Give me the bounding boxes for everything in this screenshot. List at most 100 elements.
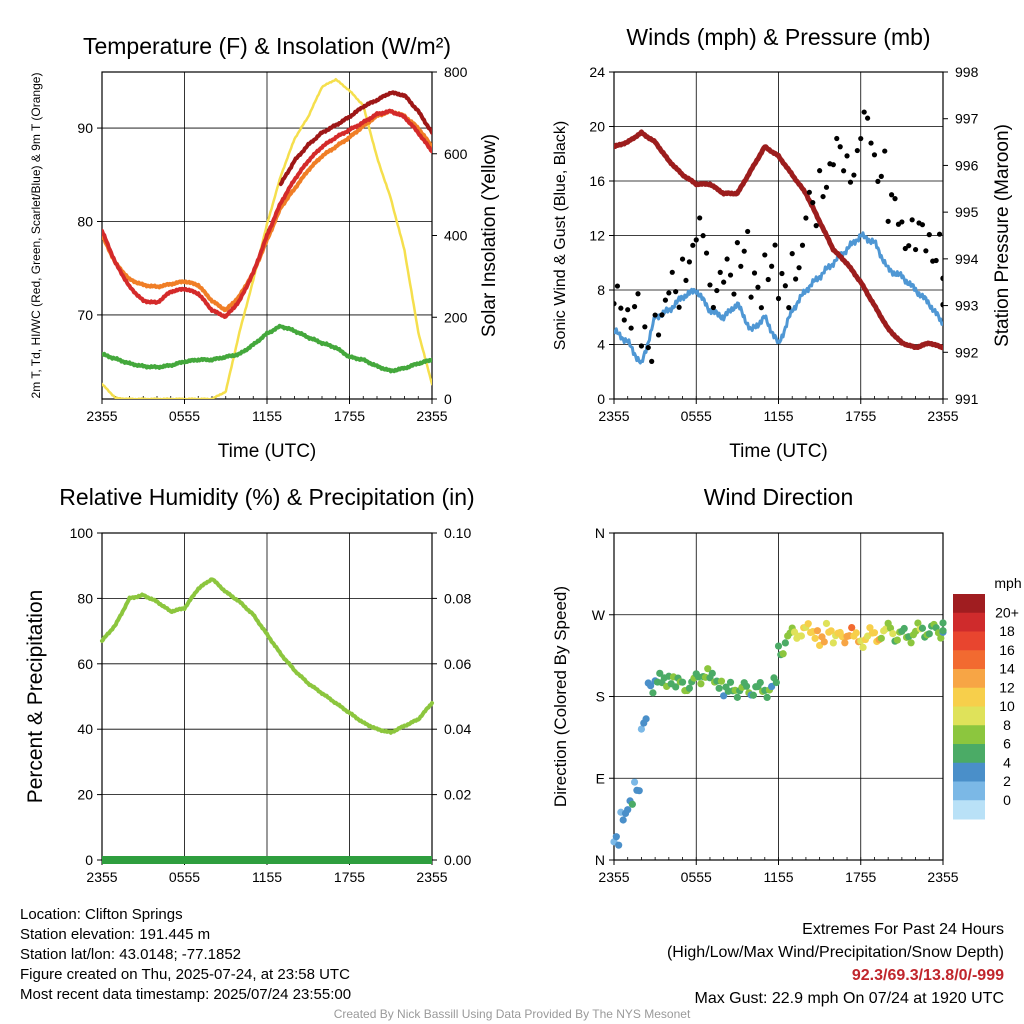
gust-point [666, 290, 672, 296]
y2-tick-label: 0.04 [444, 721, 471, 737]
gust-point [909, 217, 915, 223]
gust-point [662, 297, 669, 303]
gust-point [741, 248, 747, 254]
y-tick-label: 4 [597, 337, 605, 353]
gust-point [779, 270, 785, 277]
gust-point [693, 237, 699, 243]
direction-point [813, 627, 822, 635]
direction-point [852, 629, 860, 637]
y2-tick-label: 992 [955, 344, 979, 360]
gust-point [700, 233, 706, 239]
x-tick-label: 1755 [334, 869, 365, 885]
gust-point [751, 270, 758, 276]
direction-point [615, 841, 623, 849]
y-tick-label: 20 [77, 787, 93, 803]
series-line-yellow [102, 77, 432, 399]
gust-point [628, 325, 634, 331]
max-gust-text: Max Gust: 22.9 mph On 07/24 at 1920 UTC [694, 990, 1005, 1007]
gust-point [724, 256, 730, 262]
y2-tick-label: 0.00 [444, 852, 471, 868]
y-tick-label: 70 [77, 307, 93, 323]
direction-point [781, 639, 789, 647]
direction-point [797, 632, 805, 640]
gust-point [669, 269, 675, 275]
gust-point [734, 240, 740, 246]
panel-humidity: 2355 0555 1155 1755 2355 Relative Humidity (%… [24, 484, 475, 885]
colorbar-swatch [953, 687, 985, 707]
gust-point [748, 294, 754, 300]
gust-point [635, 291, 641, 297]
y-axis-label: Sonic Wind & Gust (Blue, Black) [552, 121, 569, 350]
direction-point [900, 624, 908, 633]
colorbar-label: 6 [1003, 736, 1011, 752]
x-tick-label: 1755 [845, 869, 876, 885]
direction-point [647, 682, 655, 690]
y-tick-label: 80 [77, 590, 93, 606]
colorbar-label: 8 [1003, 717, 1011, 733]
gust-point [645, 344, 651, 351]
gust-point [865, 115, 871, 121]
series-group [102, 77, 432, 399]
y-tick-label: 0 [85, 852, 93, 868]
gust-point [926, 232, 932, 238]
y-axis-label: Direction (Colored By Speed) [551, 586, 570, 807]
direction-point [685, 684, 693, 692]
gust-point [868, 140, 874, 146]
y2-tick-label: 997 [955, 111, 979, 127]
direction-point [829, 639, 837, 647]
y-tick-label: W [592, 607, 606, 623]
direction-point [715, 684, 723, 692]
gust-point [919, 222, 926, 228]
x-tick-label: 2355 [86, 869, 117, 885]
gust-point [912, 246, 919, 253]
gust-point [786, 305, 792, 311]
elevation-text: Station elevation: 191.445 m [20, 926, 211, 943]
direction-point [925, 630, 933, 638]
series-line-red [102, 108, 432, 319]
direction-point [726, 678, 735, 686]
y-tick-label: S [596, 689, 605, 705]
x-tick-label: 2355 [416, 869, 447, 885]
y-tick-label: 24 [589, 64, 605, 80]
x-tick-label: 1755 [334, 408, 365, 424]
credit-text: Created By Nick Bassill Using Data Provi… [333, 1007, 691, 1021]
colorbar-label: 12 [999, 679, 1015, 695]
direction-point [939, 627, 947, 635]
colorbar-swatch [953, 744, 985, 764]
y2-tick-label: 200 [444, 309, 468, 325]
colorbar-swatch [953, 725, 985, 745]
gust-point [769, 263, 775, 269]
colorbar-swatch [953, 594, 985, 614]
y2-tick-label: 995 [955, 204, 979, 220]
gust-point [765, 276, 771, 283]
colorbar-label: 16 [999, 642, 1015, 658]
x-tick-label: 1155 [763, 869, 793, 885]
colorbar-label: 0 [1003, 792, 1011, 808]
gust-point [745, 228, 751, 235]
gust-point [837, 144, 843, 150]
direction-point [720, 692, 728, 700]
gust-point [878, 173, 884, 179]
y2-axis-label: Solar Insolation (Yellow) [479, 134, 500, 337]
extremes-info: Extremes For Past 24 Hours (High/Low/Max… [667, 918, 1004, 1010]
gust-point [652, 312, 658, 318]
created-text: Figure created on Thu, 2025-07-24, at 23… [20, 966, 350, 983]
colorbar: mph 20+ 18 16 14 12 10 8 6 4 2 0 [953, 575, 1022, 820]
gust-point [614, 301, 617, 307]
x-tick-label: 2355 [86, 408, 117, 424]
gust-point [882, 148, 888, 154]
series-line-blue [614, 231, 943, 365]
direction-point [859, 643, 867, 651]
gust-point [621, 317, 627, 323]
location-text: Location: Clifton Springs [20, 906, 183, 923]
direction-point [630, 778, 639, 786]
colorbar-label: 2 [1003, 773, 1011, 789]
x-tick-label: 0555 [169, 408, 200, 424]
y-tick-label: 40 [77, 721, 93, 737]
latlon-text: Station lat/lon: 43.0148; -77.1852 [20, 946, 242, 963]
recent-text: Most recent data timestamp: 2025/07/24 2… [20, 986, 352, 1003]
gust-point [683, 277, 689, 284]
y-tick-label: E [596, 770, 605, 786]
gust-point [817, 168, 823, 174]
gust-point [858, 135, 864, 142]
